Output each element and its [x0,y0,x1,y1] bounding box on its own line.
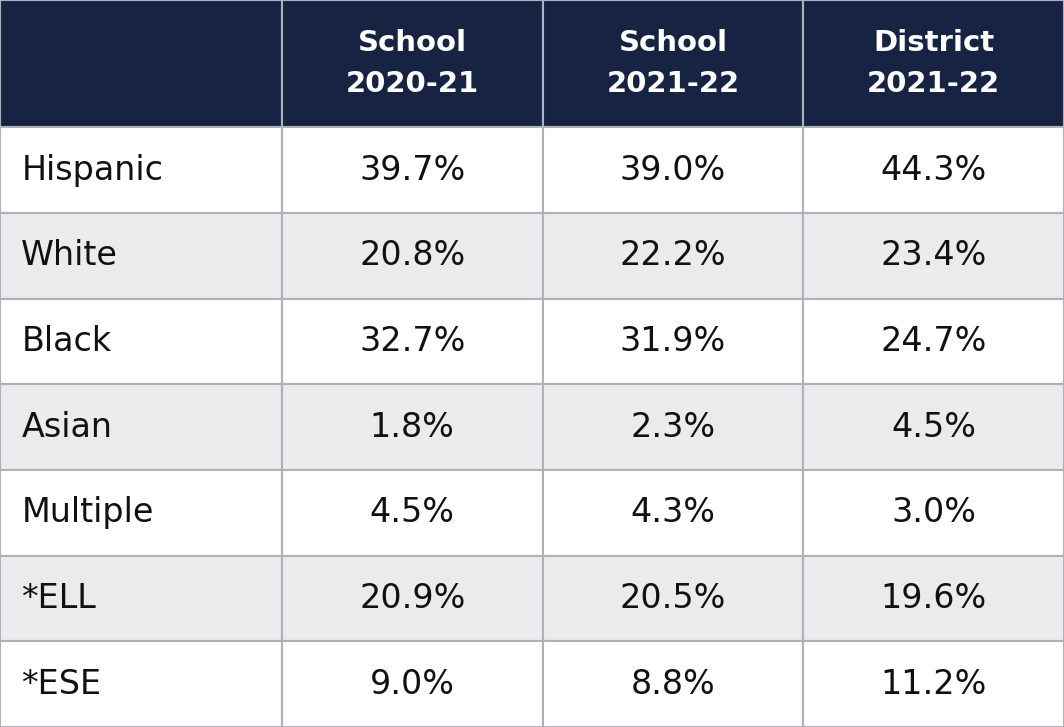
Bar [282,555,543,641]
Text: 11.2%: 11.2% [881,667,986,701]
Text: White: White [21,239,118,272]
Bar [282,299,543,385]
Text: 3.0%: 3.0% [892,497,976,529]
Text: 1.8%: 1.8% [370,411,454,443]
Text: 22.2%: 22.2% [619,239,727,272]
Bar [0,0,282,127]
Bar [0,385,282,470]
Bar [0,641,282,727]
Text: 44.3%: 44.3% [881,153,986,187]
Text: 4.5%: 4.5% [892,411,976,443]
Text: 2.3%: 2.3% [630,411,716,443]
Text: *ELL: *ELL [21,582,96,615]
Bar [0,470,282,555]
Text: 39.0%: 39.0% [620,153,726,187]
Bar [543,299,803,385]
Text: 19.6%: 19.6% [881,582,986,615]
Text: Black: Black [21,325,112,358]
Text: School
2021-22: School 2021-22 [606,29,739,98]
Bar [803,470,1064,555]
Text: 39.7%: 39.7% [360,153,465,187]
Bar [282,641,543,727]
Bar [282,213,543,299]
Text: 20.9%: 20.9% [360,582,465,615]
Text: *ESE: *ESE [21,667,101,701]
Bar [543,555,803,641]
Text: 20.8%: 20.8% [360,239,465,272]
Bar [0,555,282,641]
Text: 24.7%: 24.7% [881,325,986,358]
Text: 9.0%: 9.0% [370,667,454,701]
Bar [0,127,282,213]
Bar [282,385,543,470]
Text: 20.5%: 20.5% [620,582,726,615]
Bar [543,127,803,213]
Text: 23.4%: 23.4% [881,239,986,272]
Text: Multiple: Multiple [21,497,153,529]
Bar [282,470,543,555]
Bar [543,470,803,555]
Text: 4.5%: 4.5% [370,497,454,529]
Text: School
2020-21: School 2020-21 [346,29,479,98]
Bar [803,213,1064,299]
Text: 32.7%: 32.7% [360,325,465,358]
Bar [803,127,1064,213]
Text: Asian: Asian [21,411,113,443]
Text: District
2021-22: District 2021-22 [867,29,1000,98]
Text: 4.3%: 4.3% [631,497,715,529]
Bar [803,641,1064,727]
Bar [0,213,282,299]
Bar [543,0,803,127]
Text: Hispanic: Hispanic [21,153,163,187]
Bar [0,299,282,385]
Bar [543,641,803,727]
Bar [803,385,1064,470]
Text: 31.9%: 31.9% [620,325,726,358]
Bar [803,555,1064,641]
Bar [543,213,803,299]
Bar [803,0,1064,127]
Bar [543,385,803,470]
Text: 8.8%: 8.8% [631,667,715,701]
Bar [282,127,543,213]
Bar [282,0,543,127]
Bar [803,299,1064,385]
